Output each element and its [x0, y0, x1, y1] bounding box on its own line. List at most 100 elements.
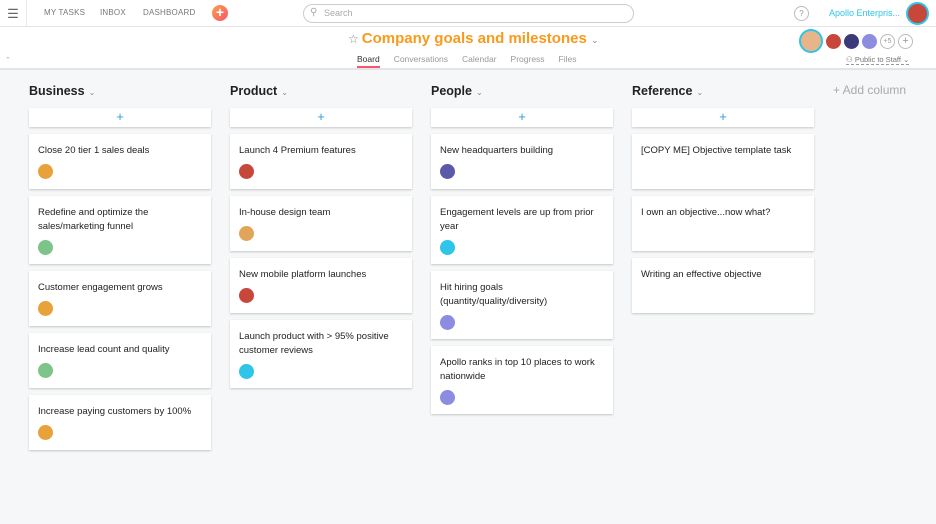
member-avatar[interactable]: [844, 33, 859, 49]
quick-add-button[interactable]: +: [212, 5, 228, 21]
task-card[interactable]: Increase paying customers by 100%: [29, 395, 211, 450]
column-title: Product: [230, 84, 278, 98]
nav-my-tasks[interactable]: MY TASKS: [44, 8, 86, 17]
task-title: Engagement levels are up from prior year: [440, 207, 594, 232]
project-header: ⌃ ☆ Company goals and milestones ⌄ Board …: [0, 27, 936, 70]
column-people: People ⌄ + New headquarters building Engage…: [431, 83, 613, 414]
task-card[interactable]: New mobile platform launches: [230, 258, 412, 313]
column-header[interactable]: Product ⌄: [230, 83, 412, 108]
task-card[interactable]: Customer engagement grows: [29, 271, 211, 326]
column-title: People: [431, 84, 472, 98]
task-card[interactable]: Launch product with > 95% positive custo…: [230, 320, 412, 388]
member-avatar[interactable]: [799, 29, 823, 53]
project-title[interactable]: ☆ Company goals and milestones ⌄: [348, 30, 599, 47]
chevron-down-icon[interactable]: ⌄: [476, 88, 483, 97]
hamburger-menu-icon[interactable]: ☰: [0, 0, 27, 27]
top-bar: ☰ MY TASKS INBOX DASHBOARD + ⚲ Search ? A…: [0, 0, 936, 27]
task-card[interactable]: Launch 4 Premium features: [230, 134, 412, 189]
assignee-avatar[interactable]: [239, 164, 254, 179]
column-title: Business: [29, 84, 85, 98]
search-icon: ⚲: [310, 7, 318, 18]
task-title: Writing an effective objective: [641, 269, 762, 280]
chevron-down-icon[interactable]: ⌄: [591, 35, 599, 45]
column-business: Business ⌄ + Close 20 tier 1 sales deals Re…: [29, 83, 211, 450]
star-icon[interactable]: ☆: [348, 32, 359, 46]
nav-inbox[interactable]: INBOX: [100, 8, 126, 17]
task-card[interactable]: Hit hiring goals (quantity/quality/diver…: [431, 271, 613, 339]
column-header[interactable]: Reference ⌄: [632, 83, 814, 108]
task-card[interactable]: Close 20 tier 1 sales deals: [29, 134, 211, 189]
task-title: [COPY ME] Objective template task: [641, 145, 792, 156]
assignee-avatar[interactable]: [38, 425, 53, 440]
task-card[interactable]: Apollo ranks in top 10 places to work na…: [431, 346, 613, 414]
chevron-down-icon[interactable]: ⌄: [696, 88, 704, 97]
task-title: New mobile platform launches: [239, 269, 367, 280]
organization-switcher[interactable]: Apollo Enterpris...: [829, 8, 901, 18]
assignee-avatar[interactable]: [239, 288, 254, 303]
member-avatar[interactable]: [826, 33, 841, 49]
assignee-avatar[interactable]: [38, 164, 53, 179]
search-input[interactable]: ⚲ Search: [303, 4, 634, 23]
assignee-avatar[interactable]: [239, 226, 254, 241]
task-title: Increase lead count and quality: [38, 344, 170, 355]
project-members: +5 +: [799, 29, 913, 53]
add-task-button[interactable]: +: [29, 108, 211, 127]
task-card[interactable]: Redefine and optimize the sales/marketin…: [29, 196, 211, 264]
search-placeholder: Search: [324, 8, 353, 18]
people-icon: ⚇: [846, 55, 855, 64]
assignee-avatar[interactable]: [239, 364, 254, 379]
column-header[interactable]: People ⌄: [431, 83, 613, 108]
user-avatar[interactable]: [906, 2, 929, 25]
add-task-button[interactable]: +: [632, 108, 814, 127]
add-member-button[interactable]: +: [898, 33, 913, 49]
column-product: Product ⌄ + Launch 4 Premium features In-ho…: [230, 83, 412, 388]
add-task-button[interactable]: +: [431, 108, 613, 127]
add-task-button[interactable]: +: [230, 108, 412, 127]
task-title: Customer engagement grows: [38, 282, 163, 293]
collapse-icon[interactable]: ⌃: [5, 57, 11, 64]
task-title: In-house design team: [239, 207, 331, 218]
task-card[interactable]: New headquarters building: [431, 134, 613, 189]
column-header[interactable]: Business ⌄: [29, 83, 211, 108]
privacy-dropdown[interactable]: ⚇ Public to Staff ⌄: [846, 55, 910, 65]
task-title: Launch 4 Premium features: [239, 145, 356, 156]
assignee-avatar[interactable]: [38, 363, 53, 378]
chevron-down-icon[interactable]: ⌄: [88, 88, 96, 97]
tab-files[interactable]: Files: [558, 54, 577, 64]
project-title-text: Company goals and milestones: [361, 30, 587, 47]
column-reference: Reference ⌄ + [COPY ME] Objective template…: [632, 83, 814, 313]
member-avatar[interactable]: [862, 33, 877, 49]
assignee-avatar[interactable]: [440, 240, 455, 255]
task-title: Redefine and optimize the sales/marketin…: [38, 207, 149, 232]
assignee-avatar[interactable]: [440, 390, 455, 405]
task-title: Increase paying customers by 100%: [38, 406, 192, 417]
assignee-avatar[interactable]: [38, 240, 53, 255]
task-card[interactable]: Engagement levels are up from prior year: [431, 196, 613, 264]
task-title: Hit hiring goals (quantity/quality/diver…: [440, 282, 548, 307]
tab-conversations[interactable]: Conversations: [393, 54, 449, 64]
nav-dashboard[interactable]: DASHBOARD: [143, 8, 196, 17]
privacy-label: Public to Staff: [854, 55, 901, 64]
tab-calendar[interactable]: Calendar: [462, 54, 497, 64]
assignee-avatar[interactable]: [38, 301, 53, 316]
more-members-badge[interactable]: +5: [880, 33, 895, 49]
task-title: Launch product with > 95% positive custo…: [239, 331, 389, 356]
task-card[interactable]: Writing an effective objective: [632, 258, 814, 313]
project-tabs: Board Conversations Calendar Progress Fi…: [357, 54, 577, 68]
task-card[interactable]: [COPY ME] Objective template task: [632, 134, 814, 189]
assignee-avatar[interactable]: [440, 315, 455, 330]
assignee-avatar[interactable]: [440, 164, 455, 179]
column-title: Reference: [632, 84, 693, 98]
task-card[interactable]: Increase lead count and quality: [29, 333, 211, 388]
help-button[interactable]: ?: [794, 6, 809, 21]
task-card[interactable]: I own an objective...now what?: [632, 196, 814, 251]
task-title: Close 20 tier 1 sales deals: [38, 145, 150, 156]
task-title: Apollo ranks in top 10 places to work na…: [440, 357, 595, 382]
task-card[interactable]: In-house design team: [230, 196, 412, 251]
add-column-button[interactable]: + Add column: [833, 83, 907, 97]
chevron-down-icon[interactable]: ⌄: [281, 88, 288, 97]
task-title: I own an objective...now what?: [641, 207, 771, 218]
tab-board[interactable]: Board: [357, 54, 380, 68]
tab-progress[interactable]: Progress: [510, 54, 545, 64]
task-title: New headquarters building: [440, 145, 554, 156]
